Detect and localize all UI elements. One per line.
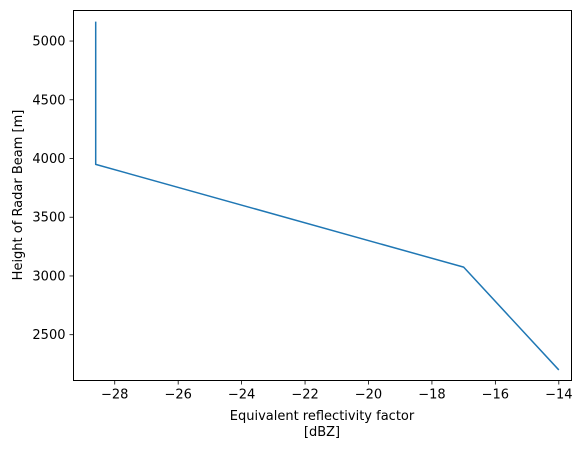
x-tick-label: −26 <box>164 388 191 403</box>
plot-area <box>94 21 560 371</box>
x-tick-label: −24 <box>228 388 255 403</box>
y-tick-label: 3000 <box>32 269 65 284</box>
x-axis-unit: [dBZ] <box>304 425 340 440</box>
y-axis-label: Height of Radar Beam [m] <box>11 110 26 281</box>
x-axis: −28 −26 −24 −22 −20 −18 −16 −14 <box>101 380 573 403</box>
series-line-0 <box>94 21 560 371</box>
x-tick-label: −18 <box>418 388 445 403</box>
y-tick-label: 4500 <box>32 93 65 108</box>
x-tick-label: −28 <box>101 388 128 403</box>
y-tick-label: 5000 <box>32 35 65 50</box>
x-tick-label: −20 <box>355 388 382 403</box>
y-tick-label: 4000 <box>32 152 65 167</box>
axes-frame <box>73 10 572 381</box>
y-axis: 2500 3000 3500 4000 4500 5000 <box>32 35 74 343</box>
x-axis-label: Equivalent reflectivity factor <box>230 409 415 424</box>
y-tick-label: 3500 <box>32 211 65 226</box>
x-tick-label: −16 <box>482 388 509 403</box>
x-tick-label: −22 <box>291 388 318 403</box>
y-tick-label: 2500 <box>32 328 65 343</box>
x-tick-label: −14 <box>545 388 572 403</box>
